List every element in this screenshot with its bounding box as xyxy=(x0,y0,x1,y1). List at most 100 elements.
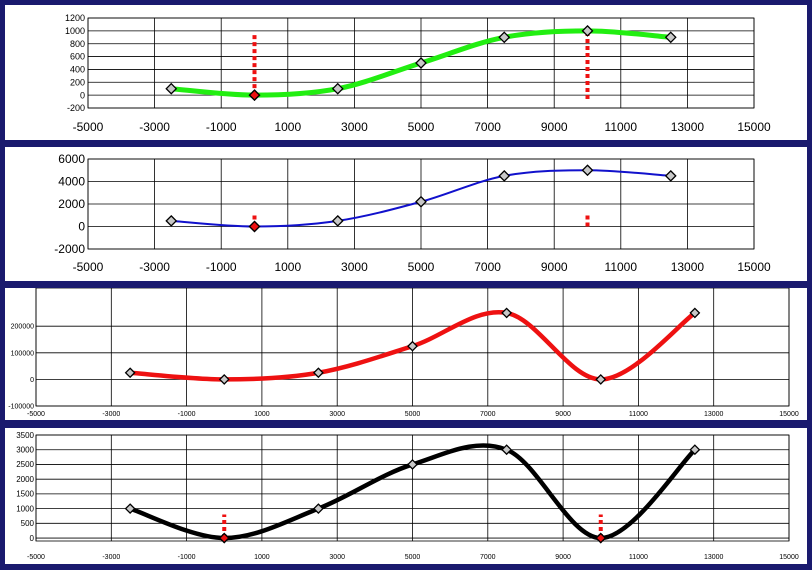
x-tick-label: 11000 xyxy=(605,120,638,134)
x-tick-label: -5000 xyxy=(27,411,45,418)
chart-3: 200000 100000 0 -100000-5000 -3000 -1000 1000 3… xyxy=(8,288,799,418)
x-tick-label: 7000 xyxy=(474,260,501,274)
data-point xyxy=(407,340,418,352)
chart-panel-1: 1200 1000 800 600 400 200 0 -200 -5000 -3000 -1000… xyxy=(5,5,807,140)
y-tick-label: 2000 xyxy=(58,197,85,211)
data-point xyxy=(312,367,324,379)
y-tick-label: 3500 xyxy=(16,431,34,440)
data-point xyxy=(664,31,677,44)
chart-panel-2: 6000 4000 2000 0 -2000 -5000 -3000 -1000 1000 300… xyxy=(5,147,807,281)
chart-2: 6000 4000 2000 0 -2000 -5000 -3000 -1000 1000 300… xyxy=(54,152,771,274)
data-point xyxy=(689,444,701,456)
data-point xyxy=(218,373,230,385)
x-tick-label: 9000 xyxy=(541,120,568,134)
x-tick-label: 15000 xyxy=(737,120,771,134)
x-tick-label: 11000 xyxy=(629,411,648,418)
y-tick-label: 4000 xyxy=(58,175,85,189)
x-tick-label: 9000 xyxy=(541,260,568,274)
y-tick-label: 0 xyxy=(30,534,35,543)
x-tick-label: -3000 xyxy=(139,120,170,134)
x-tick-label: 7000 xyxy=(474,120,501,134)
y-tick-label: 1000 xyxy=(16,504,34,513)
data-point xyxy=(581,164,594,177)
data-point xyxy=(581,24,594,37)
y-tick-label: -200 xyxy=(67,103,85,113)
chart-1: 1200 1000 800 600 400 200 0 -200 -5000 -3000 -1000… xyxy=(65,13,771,134)
x-tick-label: 13000 xyxy=(704,554,724,561)
x-tick-label: -1000 xyxy=(178,554,196,561)
x-tick-label: 15000 xyxy=(737,260,771,274)
chart-panel-3: 200000 100000 0 -100000 -5000 -3000 -1000 1000 3… xyxy=(5,288,807,420)
x-tick-label: 3000 xyxy=(341,260,368,274)
x-tick-label: 5000 xyxy=(408,120,435,134)
x-tick-label: -3000 xyxy=(102,554,120,561)
data-point xyxy=(331,214,344,227)
data-point xyxy=(124,367,136,379)
y-tick-label: 1500 xyxy=(16,490,34,499)
data-point xyxy=(312,503,324,515)
y-tick-label: 500 xyxy=(21,519,35,528)
y-tick-label: 0 xyxy=(78,220,85,234)
x-tick-label: 5000 xyxy=(405,554,421,561)
plot-frame xyxy=(87,158,755,250)
y-tick-label: 0 xyxy=(30,377,34,384)
highlight-point xyxy=(248,89,261,102)
y-tick-label: 6000 xyxy=(58,152,85,166)
x-tick-label: 5000 xyxy=(405,411,421,418)
x-tick-label: 3000 xyxy=(329,411,345,418)
x-tick-label: 3000 xyxy=(341,120,368,134)
y-tick-label: 600 xyxy=(70,52,85,62)
y-tick-label: -100000 xyxy=(8,403,34,410)
grid xyxy=(35,434,790,541)
x-tick-label: 7000 xyxy=(480,554,496,561)
y-tick-label: 3000 xyxy=(16,446,34,455)
x-tick-label: 11000 xyxy=(605,260,638,274)
data-point xyxy=(407,459,418,470)
x-tick-label: 15000 xyxy=(779,554,799,561)
data-point xyxy=(165,214,178,227)
y-tick-label: 2000 xyxy=(16,475,34,484)
x-tick-label: 13000 xyxy=(704,411,724,418)
x-tick-label: 15000 xyxy=(779,411,799,418)
x-tick-label: 9000 xyxy=(555,554,571,561)
x-tick-label: -1000 xyxy=(206,120,237,134)
x-tick-label: -3000 xyxy=(139,260,170,274)
plot-frame xyxy=(35,288,790,407)
x-tick-label: -1000 xyxy=(178,411,196,418)
x-tick-label: 11000 xyxy=(629,554,648,561)
x-tick-label: -5000 xyxy=(73,120,104,134)
highlight-point xyxy=(248,220,261,233)
y-tick-label: 1000 xyxy=(65,26,85,36)
x-tick-label: -1000 xyxy=(206,260,237,274)
x-tick-label: 1000 xyxy=(274,120,301,134)
y-tick-label: 400 xyxy=(70,65,85,75)
data-point xyxy=(331,82,344,95)
highlight-point xyxy=(595,532,607,544)
x-tick-label: 13000 xyxy=(671,260,705,274)
y-tick-label: -2000 xyxy=(54,242,85,256)
x-tick-label: 3000 xyxy=(329,554,345,561)
data-point xyxy=(498,31,511,44)
x-tick-label: 1000 xyxy=(274,260,301,274)
data-point xyxy=(501,444,513,456)
x-tick-label: 7000 xyxy=(480,411,496,418)
data-point xyxy=(415,195,427,208)
x-tick-label: -3000 xyxy=(102,411,120,418)
y-tick-label: 2500 xyxy=(16,460,34,469)
x-tick-label: 1000 xyxy=(254,554,270,561)
data-point xyxy=(415,57,427,69)
y-tick-label: 200000 xyxy=(11,324,34,331)
y-tick-label: 800 xyxy=(70,39,85,49)
plot-frame xyxy=(87,17,755,109)
data-point xyxy=(689,307,701,319)
y-tick-label: 0 xyxy=(80,90,85,100)
data-point xyxy=(664,169,677,182)
data-point xyxy=(501,307,513,319)
y-tick-label: 100000 xyxy=(11,350,34,357)
data-point xyxy=(498,169,511,182)
y-tick-label: 1200 xyxy=(65,13,85,23)
x-tick-label: 5000 xyxy=(408,260,435,274)
x-tick-label: 1000 xyxy=(254,411,270,418)
chart-panel-4: 3500 3000 2500 2000 1500 1000 500 0 -5000 -3000 -1… xyxy=(5,428,807,564)
